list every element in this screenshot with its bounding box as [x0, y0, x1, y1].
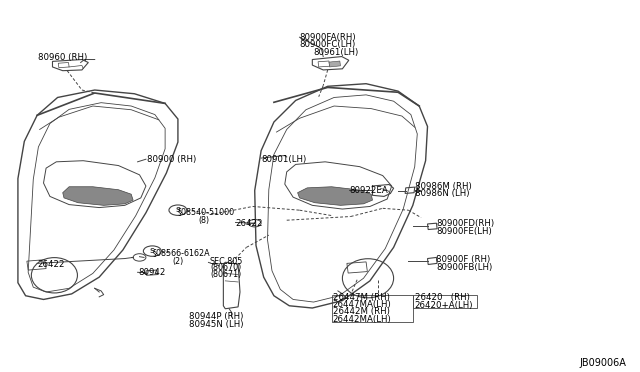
Polygon shape	[63, 187, 133, 205]
Text: 80942: 80942	[138, 268, 166, 277]
Text: 80901(LH): 80901(LH)	[261, 155, 307, 164]
Text: 26422: 26422	[236, 219, 263, 228]
Polygon shape	[298, 187, 372, 205]
Text: 80922EA: 80922EA	[349, 186, 388, 195]
Text: 80944P (RH): 80944P (RH)	[189, 312, 244, 321]
Polygon shape	[329, 61, 340, 67]
Text: 26442M (RH): 26442M (RH)	[333, 307, 390, 316]
Text: S: S	[175, 207, 180, 213]
Text: 80986N (LH): 80986N (LH)	[415, 189, 469, 198]
Text: JB09006A: JB09006A	[579, 358, 626, 368]
Text: (2): (2)	[173, 257, 184, 266]
Text: 26422: 26422	[37, 260, 65, 269]
Text: 80945N (LH): 80945N (LH)	[189, 320, 244, 329]
Text: (8): (8)	[198, 216, 209, 225]
Text: §08566-6162A: §08566-6162A	[152, 248, 210, 257]
Text: 26420+A(LH): 26420+A(LH)	[415, 301, 473, 310]
Text: S: S	[150, 248, 155, 254]
Text: 80900F (RH): 80900F (RH)	[436, 255, 491, 264]
Text: 26442MA(LH): 26442MA(LH)	[333, 315, 392, 324]
Text: 80900FD(RH): 80900FD(RH)	[436, 219, 495, 228]
Text: 80900FB(LH): 80900FB(LH)	[436, 263, 493, 272]
Text: 80900FE(LH): 80900FE(LH)	[436, 227, 492, 236]
Text: 80960 (RH): 80960 (RH)	[38, 53, 88, 62]
Text: 80900 (RH): 80900 (RH)	[147, 155, 196, 164]
Text: 80986M (RH): 80986M (RH)	[415, 182, 472, 190]
Text: 26447M (RH): 26447M (RH)	[333, 293, 390, 302]
Text: SEC.805: SEC.805	[210, 257, 243, 266]
Text: §08540-51000: §08540-51000	[178, 208, 235, 217]
Text: 80900FC(LH): 80900FC(LH)	[300, 40, 356, 49]
Text: 80900FA(RH): 80900FA(RH)	[300, 33, 356, 42]
Text: 26447MA(LH): 26447MA(LH)	[333, 300, 392, 309]
Text: 80961(LH): 80961(LH)	[314, 48, 359, 57]
Text: 26420   (RH): 26420 (RH)	[415, 293, 470, 302]
Text: (80670): (80670)	[210, 263, 241, 272]
Text: (80671): (80671)	[210, 270, 241, 279]
